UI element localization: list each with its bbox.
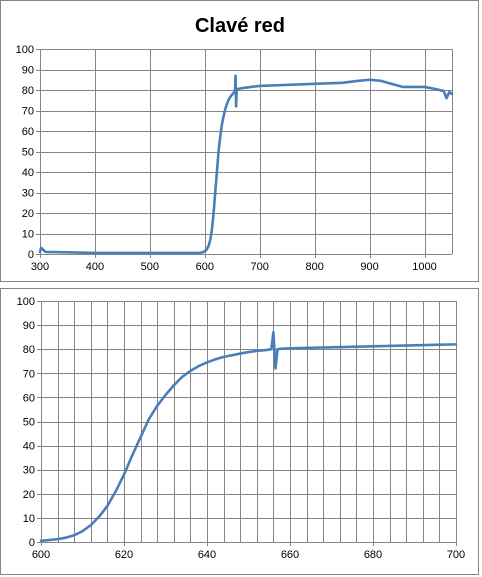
chart-2-y-tick-label: 70 — [23, 368, 35, 380]
chart-1-plot-area: 300 400 500 600 700 800 900 1000 0 10 20 30 40 50 60 70… — [16, 44, 454, 273]
chart-1-y-tick-label: 40 — [22, 167, 34, 179]
chart-1-y-tick-label: 30 — [22, 188, 34, 200]
chart-2-y-tick-label: 10 — [23, 513, 35, 525]
chart-1-x-tick-label: 300 — [31, 261, 49, 273]
chart-1-x-tick-label: 400 — [86, 261, 104, 273]
chart-1-series-line-1 — [38, 74, 454, 255]
chart-1-y-tick-label: 80 — [22, 85, 34, 97]
chart-1-frame — [0, 0, 479, 282]
chart-2-x-tick-label: 620 — [115, 549, 133, 561]
chart-2-plot-area: 600 620 640 660 680 700 0 10 20 30 40 50 60 70 80 90 100 — [17, 296, 466, 561]
chart-1-y-tick-label: 10 — [22, 229, 34, 241]
chart-2-y-tick-label: 0 — [29, 537, 35, 549]
chart-2-x-tick-label: 600 — [32, 549, 50, 561]
chart-2-y-tick-label: 40 — [23, 441, 35, 453]
chart-1-y-tick-label: 20 — [22, 208, 34, 220]
chart-1-y-tick-label: 50 — [22, 147, 34, 159]
chart-1-x-tick-label: 700 — [251, 261, 269, 273]
chart-2-y-tick-label: 60 — [23, 392, 35, 404]
chart-2-y-tick-label: 100 — [17, 296, 35, 308]
chart-2-y-tick-label: 90 — [23, 320, 35, 332]
chart-2-y-tick-label: 20 — [23, 489, 35, 501]
chart-2-x-tick-label: 700 — [447, 549, 465, 561]
chart-1-y-tick-label: 100 — [16, 44, 34, 56]
chart-2-y-tick-label: 50 — [23, 417, 35, 429]
chart-2-y-tick-label: 30 — [23, 465, 35, 477]
chart-2-x-tick-label: 660 — [281, 549, 299, 561]
chart-1-x-tick-label: 900 — [360, 261, 378, 273]
chart-2-x-tick-label: 680 — [364, 549, 382, 561]
chart-2-zoomed-range: 600 620 640 660 680 700 0 10 20 30 40 50 60 70 80 90 100 — [0, 288, 479, 575]
chart-1-title: Clavé red — [195, 15, 285, 37]
chart-1-x-tick-label: 800 — [305, 261, 323, 273]
chart-1-x-tick-label: 1000 — [412, 261, 436, 273]
chart-1-y-tick-label: 60 — [22, 126, 34, 138]
chart-1-y-tick-label: 90 — [22, 65, 34, 77]
chart-2-frame — [0, 288, 479, 575]
chart-1-x-tick-label: 500 — [141, 261, 159, 273]
chart-1-x-tick-label: 600 — [196, 261, 214, 273]
chart-1-y-tick-label: 0 — [28, 249, 34, 261]
chart-1-y-tick-label: 70 — [22, 106, 34, 118]
chart-2-series-line-1 — [39, 331, 458, 543]
chart-2-y-tick-label: 80 — [23, 344, 35, 356]
chart-1-clave-red-full-range: Clavé red 300 400 500 600 700 800 900 1000 0 10 20… — [0, 0, 479, 282]
chart-2-x-tick-label: 640 — [198, 549, 216, 561]
